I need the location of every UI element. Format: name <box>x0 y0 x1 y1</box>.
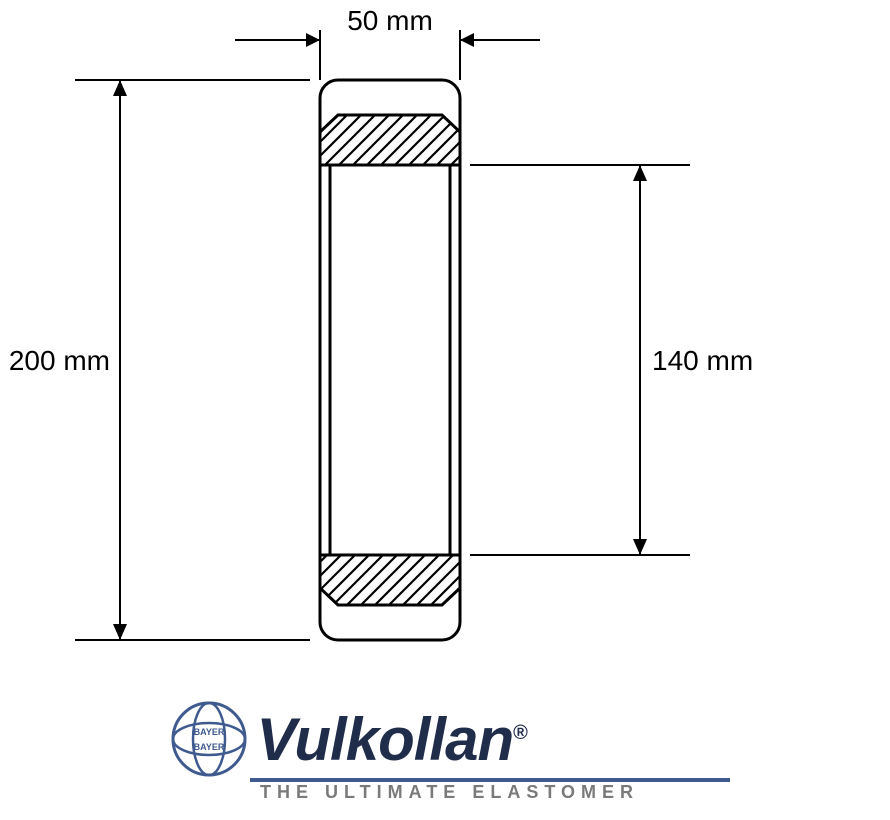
bayer-badge: BAYER BAYER <box>170 700 248 778</box>
inner-height-label: 140 mm <box>652 345 753 376</box>
badge-text-bottom: BAYER <box>194 742 225 752</box>
badge-text-top: BAYER <box>194 727 225 737</box>
width-label: 50 mm <box>347 5 433 36</box>
hatch-top <box>320 115 460 165</box>
brand-name: Vulkollan® <box>256 705 526 774</box>
brand-block: BAYER BAYER Vulkollan® THE ULTIMATE ELAS… <box>170 700 790 803</box>
outer-height-label: 200 mm <box>9 345 110 376</box>
tagline: THE ULTIMATE ELASTOMER <box>170 782 790 803</box>
hatch-bottom <box>320 555 460 605</box>
diagram-container: 50 mm 200 mm 140 mm BAYER BAYER Vulkolla… <box>0 0 890 820</box>
brand-text: Vulkollan <box>256 706 513 773</box>
registered-mark: ® <box>513 722 527 744</box>
technical-drawing: 50 mm 200 mm 140 mm <box>0 0 890 700</box>
